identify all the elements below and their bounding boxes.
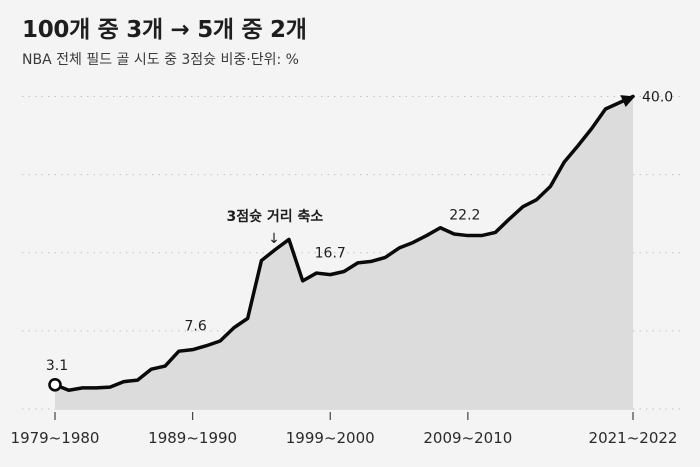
area-fill [55, 96, 633, 410]
data-label: 22.2 [449, 208, 480, 224]
annotation: 3점슛 거리 축소 ↓ [227, 208, 324, 247]
end-arrowhead [620, 95, 635, 107]
series-line [53, 94, 635, 392]
annotation-label: 3점슛 거리 축소 [227, 208, 324, 225]
markers [48, 95, 635, 392]
annotation-arrow: ↓ [268, 231, 280, 247]
x-tick-label: 1979~1980 [11, 429, 100, 447]
data-label: 7.6 [184, 319, 206, 335]
start-marker [48, 377, 62, 392]
x-tick-label: 1989~1990 [148, 429, 237, 447]
chart-subtitle: NBA 전체 필드 골 시도 중 3점슛 비중·단위: % [22, 52, 299, 68]
data-label: 3.1 [46, 358, 68, 374]
x-tick-label: 2021~2022 [589, 429, 678, 447]
x-tick-label: 2009~2010 [423, 429, 512, 447]
data-label: 16.7 [315, 246, 346, 262]
data-label: 40.0 [642, 90, 673, 106]
x-axis: 1979~1980 1989~1990 1999~2000 2009~2010 2021… [11, 412, 678, 447]
x-tick-label: 1999~2000 [286, 429, 375, 447]
chart-title: 100개 중 3개 → 5개 중 2개 [22, 17, 307, 43]
data-labels: 3.1 7.6 16.7 22.2 40.0 [46, 90, 673, 374]
